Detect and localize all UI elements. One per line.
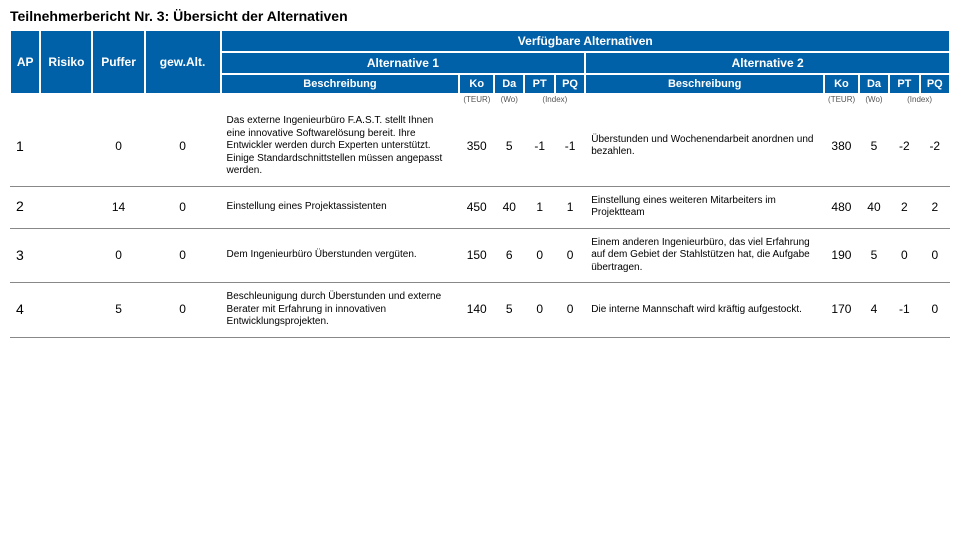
cell-gewalt: 0	[145, 107, 221, 186]
cell-a2-da: 4	[859, 283, 889, 337]
cell-risiko	[40, 107, 92, 186]
cell-ap: 2	[10, 187, 40, 228]
col-risiko: Risiko	[40, 30, 92, 94]
col-verf-alt: Verfügbare Alternativen	[221, 30, 950, 52]
table-row: 300Dem Ingenieurbüro Überstunden vergüte…	[10, 229, 950, 283]
cell-puffer: 14	[92, 187, 144, 228]
cell-a1-desc: Dem Ingenieurbüro Überstunden vergüten.	[221, 229, 460, 283]
cell-a1-pq: 0	[555, 283, 585, 337]
table-row: 2140Einstellung eines Projektassistenten…	[10, 187, 950, 228]
cell-ap: 3	[10, 229, 40, 283]
cell-a2-ko: 380	[824, 107, 859, 186]
cell-a2-da: 5	[859, 107, 889, 186]
unit-a2-idx: (Index)	[889, 94, 950, 107]
col-a1-desc: Beschreibung	[221, 74, 460, 94]
col-a2-pt: PT	[889, 74, 919, 94]
cell-a1-da: 5	[494, 283, 524, 337]
col-a1-pq: PQ	[555, 74, 585, 94]
unit-a1-da: (Wo)	[494, 94, 524, 107]
table-row: 100Das externe Ingenieurbüro F.A.S.T. st…	[10, 107, 950, 186]
cell-a2-pq: 2	[920, 187, 950, 228]
cell-risiko	[40, 229, 92, 283]
cell-a2-desc: Überstunden und Wochenendarbeit anordnen…	[585, 107, 824, 186]
cell-a2-pq: -2	[920, 107, 950, 186]
cell-a2-ko: 480	[824, 187, 859, 228]
cell-a2-ko: 190	[824, 229, 859, 283]
unit-a1-idx: (Index)	[524, 94, 585, 107]
cell-a2-da: 5	[859, 229, 889, 283]
cell-ap: 1	[10, 107, 40, 186]
cell-a1-pt: -1	[524, 107, 554, 186]
cell-a2-pt: 2	[889, 187, 919, 228]
cell-a1-ko: 450	[459, 187, 494, 228]
table-row: 450Beschleunigung durch Überstunden und …	[10, 283, 950, 337]
col-alt1: Alternative 1	[221, 52, 586, 74]
cell-a1-pt: 0	[524, 229, 554, 283]
unit-a2-ko: (TEUR)	[824, 94, 859, 107]
cell-a1-pt: 1	[524, 187, 554, 228]
cell-gewalt: 0	[145, 283, 221, 337]
cell-a1-da: 6	[494, 229, 524, 283]
cell-a1-da: 40	[494, 187, 524, 228]
cell-a2-pq: 0	[920, 283, 950, 337]
row-separator	[10, 337, 950, 338]
cell-ap: 4	[10, 283, 40, 337]
cell-a2-ko: 170	[824, 283, 859, 337]
cell-a2-pt: -1	[889, 283, 919, 337]
col-a1-pt: PT	[524, 74, 554, 94]
cell-a1-pq: -1	[555, 107, 585, 186]
col-puffer: Puffer	[92, 30, 144, 94]
cell-a2-pt: 0	[889, 229, 919, 283]
cell-a1-desc: Das externe Ingenieurbüro F.A.S.T. stell…	[221, 107, 460, 186]
unit-a2-da: (Wo)	[859, 94, 889, 107]
col-a2-ko: Ko	[824, 74, 859, 94]
cell-a2-pq: 0	[920, 229, 950, 283]
cell-a2-pt: -2	[889, 107, 919, 186]
page-title: Teilnehmerbericht Nr. 3: Übersicht der A…	[10, 8, 950, 24]
cell-gewalt: 0	[145, 229, 221, 283]
col-gewalt: gew.Alt.	[145, 30, 221, 94]
col-ap: AP	[10, 30, 40, 94]
cell-a1-ko: 350	[459, 107, 494, 186]
alternatives-table: AP Risiko Puffer gew.Alt. Verfügbare Alt…	[10, 30, 950, 338]
col-a2-da: Da	[859, 74, 889, 94]
cell-a2-desc: Die interne Mannschaft wird kräftig aufg…	[585, 283, 824, 337]
cell-puffer: 0	[92, 229, 144, 283]
cell-puffer: 0	[92, 107, 144, 186]
cell-risiko	[40, 283, 92, 337]
cell-a1-desc: Beschleunigung durch Überstunden und ext…	[221, 283, 460, 337]
cell-gewalt: 0	[145, 187, 221, 228]
cell-a2-desc: Einstellung eines weiteren Mitarbeiters …	[585, 187, 824, 228]
cell-a1-desc: Einstellung eines Projektassistenten	[221, 187, 460, 228]
col-a1-da: Da	[494, 74, 524, 94]
cell-puffer: 5	[92, 283, 144, 337]
cell-a2-da: 40	[859, 187, 889, 228]
cell-a2-desc: Einem anderen Ingenieurbüro, das viel Er…	[585, 229, 824, 283]
col-a2-desc: Beschreibung	[585, 74, 824, 94]
col-a1-ko: Ko	[459, 74, 494, 94]
col-alt2: Alternative 2	[585, 52, 950, 74]
col-a2-pq: PQ	[920, 74, 950, 94]
cell-a1-pq: 1	[555, 187, 585, 228]
cell-a1-ko: 140	[459, 283, 494, 337]
unit-row: (TEUR) (Wo) (Index) (TEUR) (Wo) (Index)	[10, 94, 950, 107]
cell-a1-ko: 150	[459, 229, 494, 283]
cell-risiko	[40, 187, 92, 228]
cell-a1-pq: 0	[555, 229, 585, 283]
cell-a1-pt: 0	[524, 283, 554, 337]
unit-a1-ko: (TEUR)	[459, 94, 494, 107]
cell-a1-da: 5	[494, 107, 524, 186]
